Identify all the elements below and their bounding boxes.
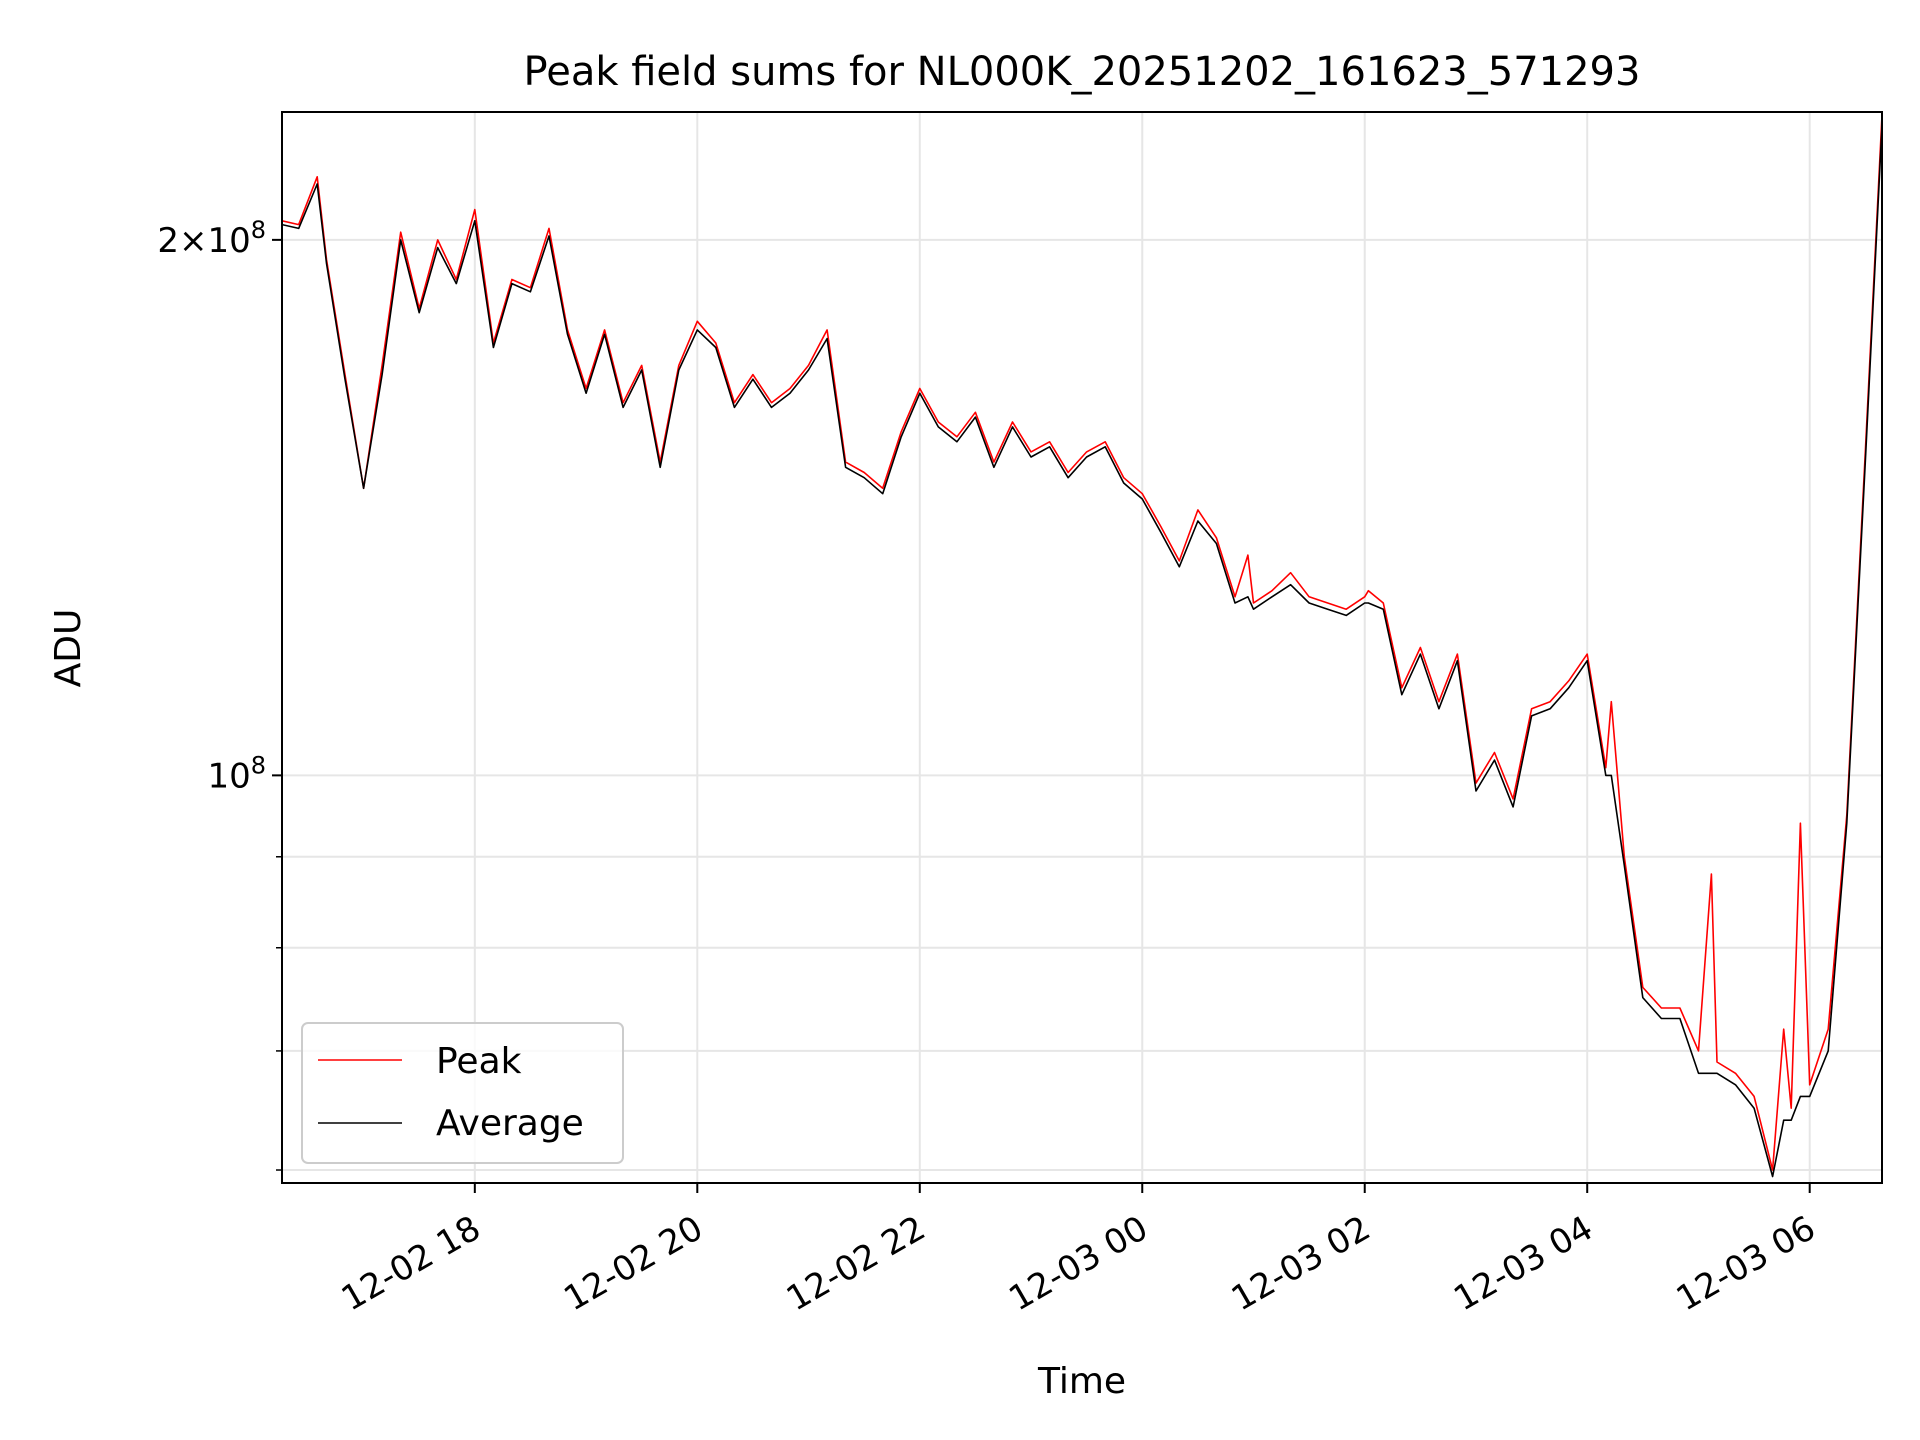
y-axis: 108 2×108 (157, 216, 282, 1171)
series-layer (282, 115, 1882, 1178)
y-axis-label: ADU (48, 609, 89, 688)
legend-label-peak: Peak (436, 1041, 522, 1082)
legend-label-average: Average (436, 1103, 584, 1144)
y-tick-label: 108 (207, 751, 266, 796)
series-line-average (282, 125, 1882, 1178)
chart-title: Peak field sums for NL000K_20251202_1616… (524, 49, 1641, 95)
y-tick-label: 2×108 (157, 216, 266, 261)
plot-frame (281, 111, 1883, 1184)
legend-box (301, 1022, 624, 1164)
series-line-peak (282, 115, 1882, 1171)
legend: Peak Average (301, 1022, 624, 1164)
x-axis-label: Time (1037, 1361, 1126, 1402)
